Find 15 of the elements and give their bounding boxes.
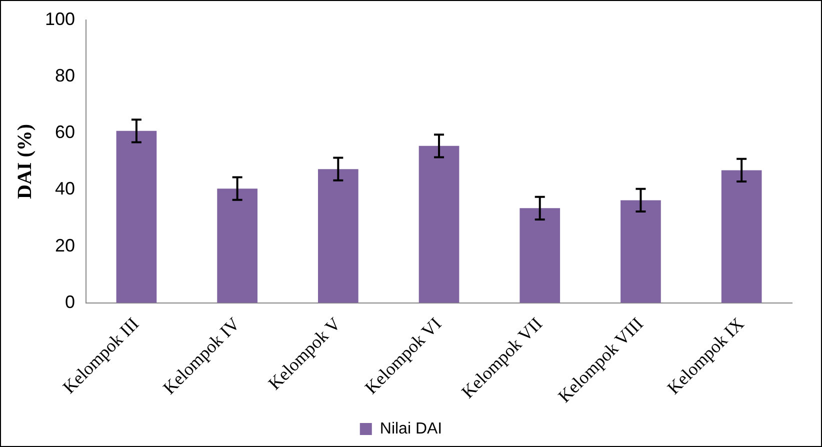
bar <box>217 188 258 303</box>
bar <box>620 200 661 303</box>
bar <box>721 170 762 303</box>
y-tick-label: 20 <box>55 235 76 256</box>
y-tick-label: 80 <box>55 66 76 86</box>
y-axis-title: DAI (%) <box>14 124 36 199</box>
y-tick-label: 60 <box>55 122 76 142</box>
bar <box>318 169 358 303</box>
y-tick-label: 100 <box>44 8 76 29</box>
bar <box>520 208 560 303</box>
legend-label: Nilai DAI <box>380 420 442 438</box>
y-tick-label: 40 <box>55 178 76 199</box>
y-tick-label: 0 <box>65 292 76 312</box>
bar <box>418 146 460 303</box>
bar <box>116 130 157 303</box>
